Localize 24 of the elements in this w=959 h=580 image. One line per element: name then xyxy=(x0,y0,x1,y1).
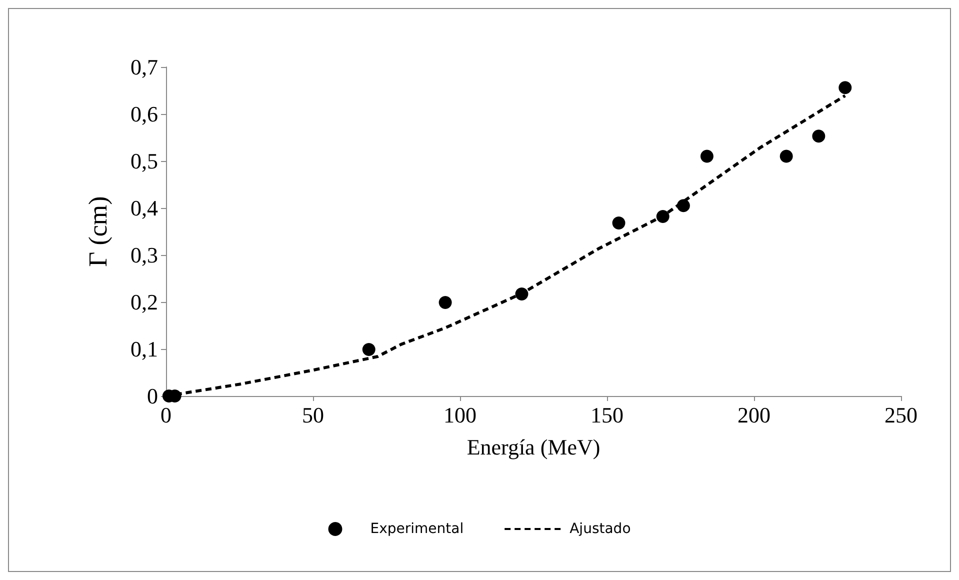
point xyxy=(838,81,852,94)
x-axis-title: Energía (MeV) xyxy=(466,434,600,460)
point xyxy=(780,150,793,163)
point xyxy=(612,216,626,230)
y-tick-label: 0,6 xyxy=(130,102,158,126)
legend-label: Experimental xyxy=(370,521,464,537)
y-tick-label: 0,1 xyxy=(130,336,158,362)
y-tick-label: 0 xyxy=(147,384,158,408)
y-tick-label: 0,2 xyxy=(130,290,158,314)
x-tick-label: 100 xyxy=(444,402,476,428)
x-tick-label: 250 xyxy=(884,402,918,428)
point xyxy=(362,342,376,356)
point xyxy=(812,130,826,143)
y-tick-label: 0,3 xyxy=(130,242,158,268)
x-tick-label: 150 xyxy=(590,402,624,428)
y-axis-title: Γ (cm) xyxy=(84,196,112,267)
y-tick-label: 0,7 xyxy=(130,54,158,80)
point xyxy=(438,296,452,309)
x-tick-label: 50 xyxy=(302,402,324,428)
x-tick-label: 200 xyxy=(738,402,770,428)
y-tick-label: 0,4 xyxy=(130,196,158,220)
point xyxy=(700,150,714,163)
y-tick-label: 0,5 xyxy=(130,148,158,174)
legend-label: Ajustado xyxy=(570,521,631,537)
